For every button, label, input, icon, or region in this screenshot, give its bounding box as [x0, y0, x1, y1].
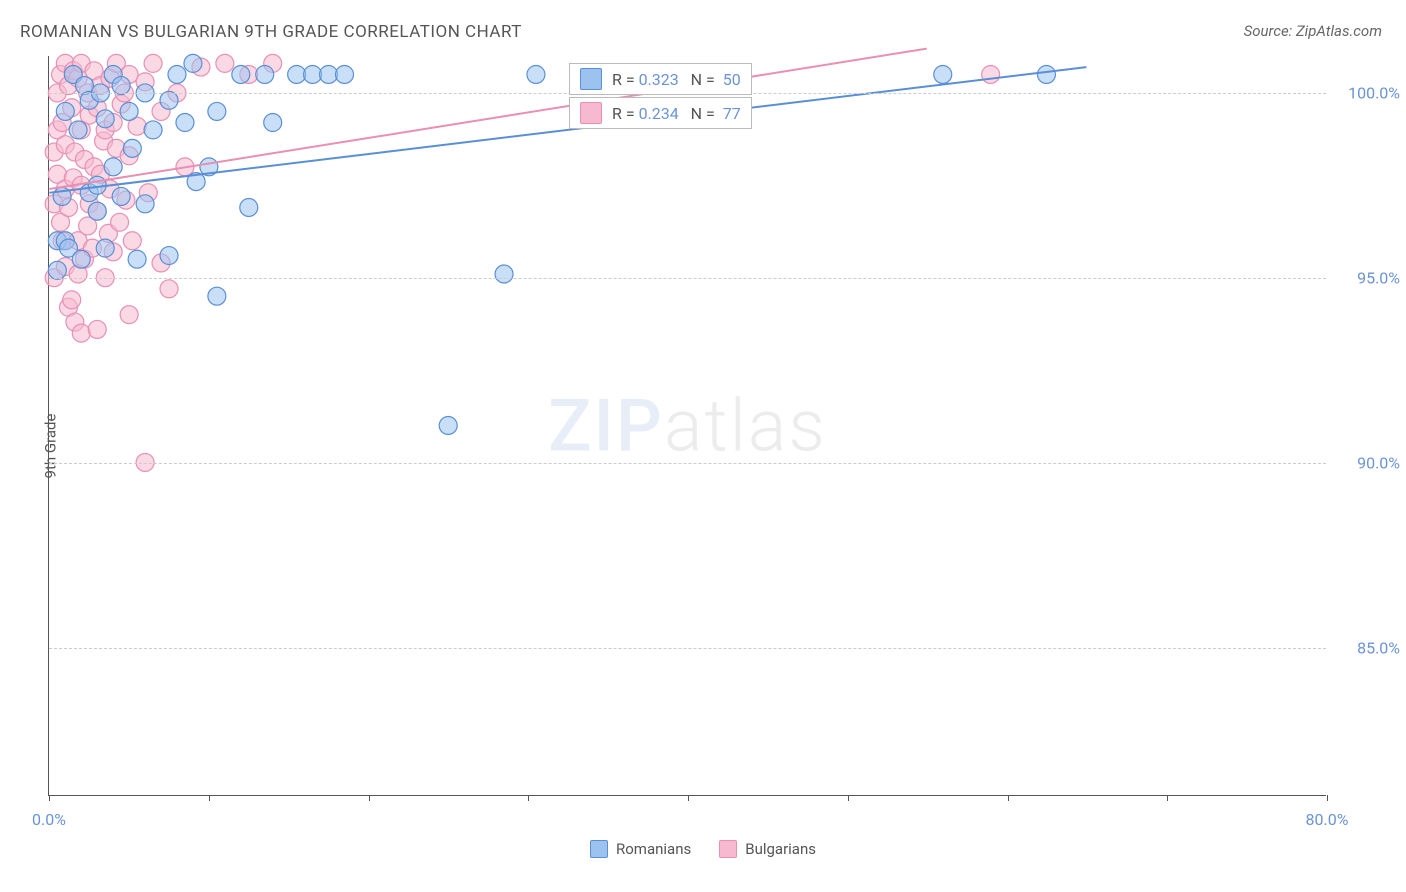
scatter-point [123, 232, 141, 250]
legend-swatch [590, 840, 608, 858]
xtick [528, 795, 529, 801]
scatter-point [208, 102, 226, 120]
scatter-point [160, 91, 178, 109]
scatter-point [72, 324, 90, 342]
ytick-label: 100.0% [1340, 84, 1400, 103]
xtick [1167, 795, 1168, 801]
chart-title: ROMANIAN VS BULGARIAN 9TH GRADE CORRELAT… [20, 22, 522, 42]
scatter-point [184, 54, 202, 72]
legend-swatch [580, 102, 602, 124]
scatter-point [264, 114, 282, 132]
xtick [688, 795, 689, 801]
scatter-point [104, 158, 122, 176]
scatter-point [934, 65, 952, 83]
xtick [209, 795, 210, 801]
scatter-point [288, 65, 306, 83]
stats-text: R = 0.323 N = 50 [612, 70, 741, 89]
scatter-point [120, 102, 138, 120]
scatter-point [232, 65, 250, 83]
xtick [848, 795, 849, 801]
xtick [369, 795, 370, 801]
xtick [1008, 795, 1009, 801]
scatter-point [216, 54, 234, 72]
scatter-point [96, 239, 114, 257]
scatter-point [123, 139, 141, 157]
scatter-point [144, 54, 162, 72]
scatter-point [208, 287, 226, 305]
scatter-point [88, 202, 106, 220]
scatter-point [72, 250, 90, 268]
xtick [1327, 795, 1328, 801]
scatter-point [144, 121, 162, 139]
scatter-point [96, 110, 114, 128]
scatter-point [168, 65, 186, 83]
scatter-point [63, 291, 81, 309]
ytick-label: 85.0% [1340, 639, 1400, 658]
scatter-point [336, 65, 354, 83]
scatter-point [256, 65, 274, 83]
stats-box: R = 0.234 N = 77 [569, 97, 752, 129]
scatter-point [160, 280, 178, 298]
scatter-point [69, 121, 87, 139]
xtick [49, 795, 50, 801]
legend-swatch [580, 68, 602, 90]
ytick-label: 90.0% [1340, 454, 1400, 473]
trend-line [49, 67, 1086, 193]
scatter-point [982, 65, 1000, 83]
source-credit: Source: ZipAtlas.com [1244, 22, 1382, 40]
scatter-point [527, 65, 545, 83]
scatter-point [56, 102, 74, 120]
ytick-label: 95.0% [1340, 269, 1400, 288]
legend-label: Bulgarians [745, 840, 816, 858]
scatter-point [495, 265, 513, 283]
scatter-point [111, 213, 129, 231]
xtick-label: 80.0% [1306, 810, 1349, 829]
gridline-h [49, 648, 1326, 649]
gridline-h [49, 463, 1326, 464]
scatter-point [439, 417, 457, 435]
scatter-point [304, 65, 322, 83]
scatter-point [136, 195, 154, 213]
scatter-point [1037, 65, 1055, 83]
scatter-point [112, 187, 130, 205]
legend-item: Bulgarians [719, 840, 816, 858]
stats-text: R = 0.234 N = 77 [612, 104, 741, 123]
scatter-point [88, 320, 106, 338]
xtick-label: 0.0% [32, 810, 66, 829]
chart-svg [49, 56, 1326, 795]
legend: Romanians Bulgarians [590, 840, 816, 858]
stats-box: R = 0.323 N = 50 [569, 63, 752, 95]
scatter-point [48, 261, 66, 279]
gridline-h [49, 278, 1326, 279]
scatter-point [160, 247, 178, 265]
scatter-point [320, 65, 338, 83]
scatter-point [240, 199, 258, 217]
legend-item: Romanians [590, 840, 691, 858]
scatter-point [176, 114, 194, 132]
scatter-point [112, 77, 130, 95]
scatter-point [120, 306, 138, 324]
legend-swatch [719, 840, 737, 858]
legend-label: Romanians [616, 840, 691, 858]
scatter-point [128, 250, 146, 268]
plot-area: ZIPatlas 85.0%90.0%95.0%100.0%0.0%80.0%R… [48, 56, 1326, 796]
